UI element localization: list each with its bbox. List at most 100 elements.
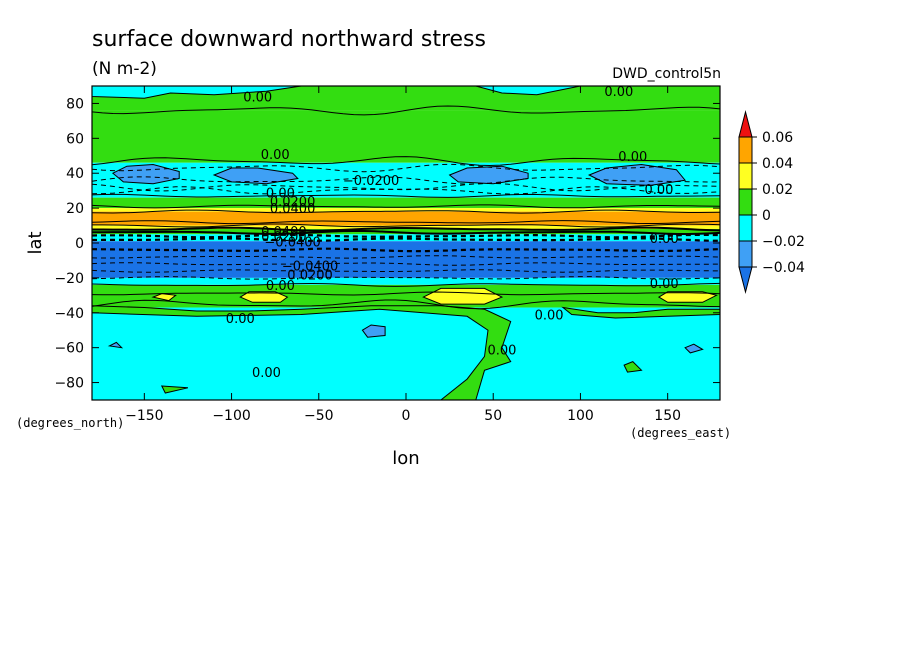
contour-line-solid — [92, 299, 720, 310]
colorbar-segment — [738, 162, 753, 190]
y-axis-label: lat — [25, 231, 46, 254]
contour-label: 0.00 — [252, 366, 281, 381]
y-tick-label: 60 — [66, 131, 84, 147]
contour-region — [151, 293, 177, 302]
y-axis-ticks: 80 60 40 20 0 −20 −40 −60 −80 — [54, 96, 720, 392]
contour-line-dashed — [92, 247, 720, 253]
contour-line-dashed — [92, 237, 720, 242]
contour-line-solid — [92, 105, 720, 116]
x-tick-label: −150 — [125, 408, 163, 424]
contour-label: 0.00 — [604, 85, 633, 100]
colorbar-label: −0.02 — [762, 234, 805, 250]
contour-label: 0.00 — [650, 277, 679, 292]
zonal-band — [92, 241, 720, 278]
zonal-band — [92, 211, 720, 226]
contour-region — [448, 165, 529, 185]
zonal-band — [92, 277, 720, 285]
contour-region — [422, 287, 504, 305]
colorbar-label: 0.02 — [762, 182, 793, 198]
colorbar-segment — [738, 240, 753, 268]
x-axis-label: lon — [392, 448, 419, 469]
colorbar-segment — [738, 136, 753, 164]
regions-layer — [92, 86, 720, 400]
colorbar-top-arrow — [738, 110, 753, 138]
contour-region — [239, 291, 289, 303]
contour-region — [107, 341, 124, 349]
contour-line-solid — [92, 223, 720, 228]
zonal-band — [92, 307, 720, 400]
contour-region — [623, 361, 643, 373]
bands-layer — [92, 86, 720, 400]
contour-region — [561, 306, 720, 319]
contour-region — [111, 163, 180, 185]
contour-line-dashed — [92, 276, 720, 280]
contour-label: 0.00 — [243, 90, 272, 105]
contour-label: 0.00 — [266, 279, 295, 294]
zonal-band — [92, 208, 720, 212]
colorbar-label: −0.04 — [762, 260, 805, 276]
colorbar-label: 0.04 — [762, 156, 793, 172]
contour-line-dashed — [92, 262, 720, 266]
x-tick-label: 50 — [484, 408, 502, 424]
contour-line-solid — [92, 230, 720, 235]
contour-label: 0.00 — [266, 186, 295, 201]
zonal-band — [92, 110, 720, 163]
contour-region — [684, 343, 704, 354]
colorbar-label: 0 — [762, 208, 771, 224]
contour-line-solid — [92, 282, 720, 287]
contour-region — [475, 86, 581, 96]
contour-line-solid — [92, 193, 720, 198]
contour-label: 0.00 — [618, 150, 647, 165]
x-tick-label: −100 — [212, 408, 250, 424]
contour-region — [361, 324, 386, 338]
x-tick-label: 150 — [654, 408, 681, 424]
run-label: DWD_control5n — [612, 66, 721, 82]
contour-line-dashed — [92, 255, 720, 259]
colorbar-segment — [738, 188, 753, 216]
colorbar-bottom-arrow — [738, 266, 753, 294]
contour-line-dashed — [92, 233, 720, 239]
colorbar-label: 0.06 — [762, 130, 793, 146]
contour-label: −0.0200 — [343, 174, 399, 189]
contour-region — [160, 385, 189, 394]
x-units-label: (degrees_east) — [630, 426, 731, 440]
contour-label: 0.0400 — [261, 225, 307, 240]
y-tick-label: −20 — [54, 271, 84, 287]
chart-title: surface downward northward stress — [92, 27, 486, 52]
y-units-label: (degrees_north) — [16, 416, 124, 430]
contour-line-solid — [92, 156, 720, 167]
contour-line-solid — [92, 220, 720, 225]
plot-area: 0.00 0.000.00 0.00−0.02000.000.000.02000.0… — [92, 85, 720, 400]
contour-line-dashed — [92, 176, 720, 185]
y-tick-label: −60 — [54, 341, 84, 357]
x-tick-label: −50 — [304, 408, 334, 424]
contour-region — [92, 305, 512, 400]
y-tick-label: 80 — [66, 96, 84, 112]
units-label: (N m-2) — [92, 59, 157, 79]
contour-label: 0.00 — [535, 309, 564, 324]
y-tick-label: 40 — [66, 166, 84, 182]
x-axis-ticks: −150 −100 −50 0 50 100 150 — [125, 86, 681, 424]
contour-line-solid — [92, 204, 720, 209]
contour-line-solid — [92, 291, 720, 296]
contour-line-solid — [92, 209, 720, 214]
y-tick-label: 20 — [66, 201, 84, 217]
colorbar: −0.04 −0.02 0 0.02 0.04 0.06 — [738, 110, 805, 294]
zonal-band — [92, 229, 720, 235]
y-tick-label: 0 — [75, 236, 84, 252]
colorbar-segment — [738, 214, 753, 242]
contour-label: −0.0400 — [282, 260, 338, 275]
y-tick-label: −40 — [54, 306, 84, 322]
contour-label: 0.00 — [487, 343, 516, 358]
x-tick-label: 0 — [402, 408, 411, 424]
contour-region — [657, 291, 718, 303]
zonal-band — [92, 284, 720, 308]
contour-label: 0.00 — [261, 148, 290, 163]
x-tick-label: 100 — [567, 408, 594, 424]
contour-line-dashed — [92, 186, 720, 195]
contour-label: 0.00 — [650, 232, 679, 247]
contour-label: −0.0400 — [264, 235, 320, 250]
contour-labels: 0.00 0.000.00 0.00−0.02000.000.000.02000.0… — [226, 85, 679, 381]
zonal-band — [92, 234, 720, 242]
